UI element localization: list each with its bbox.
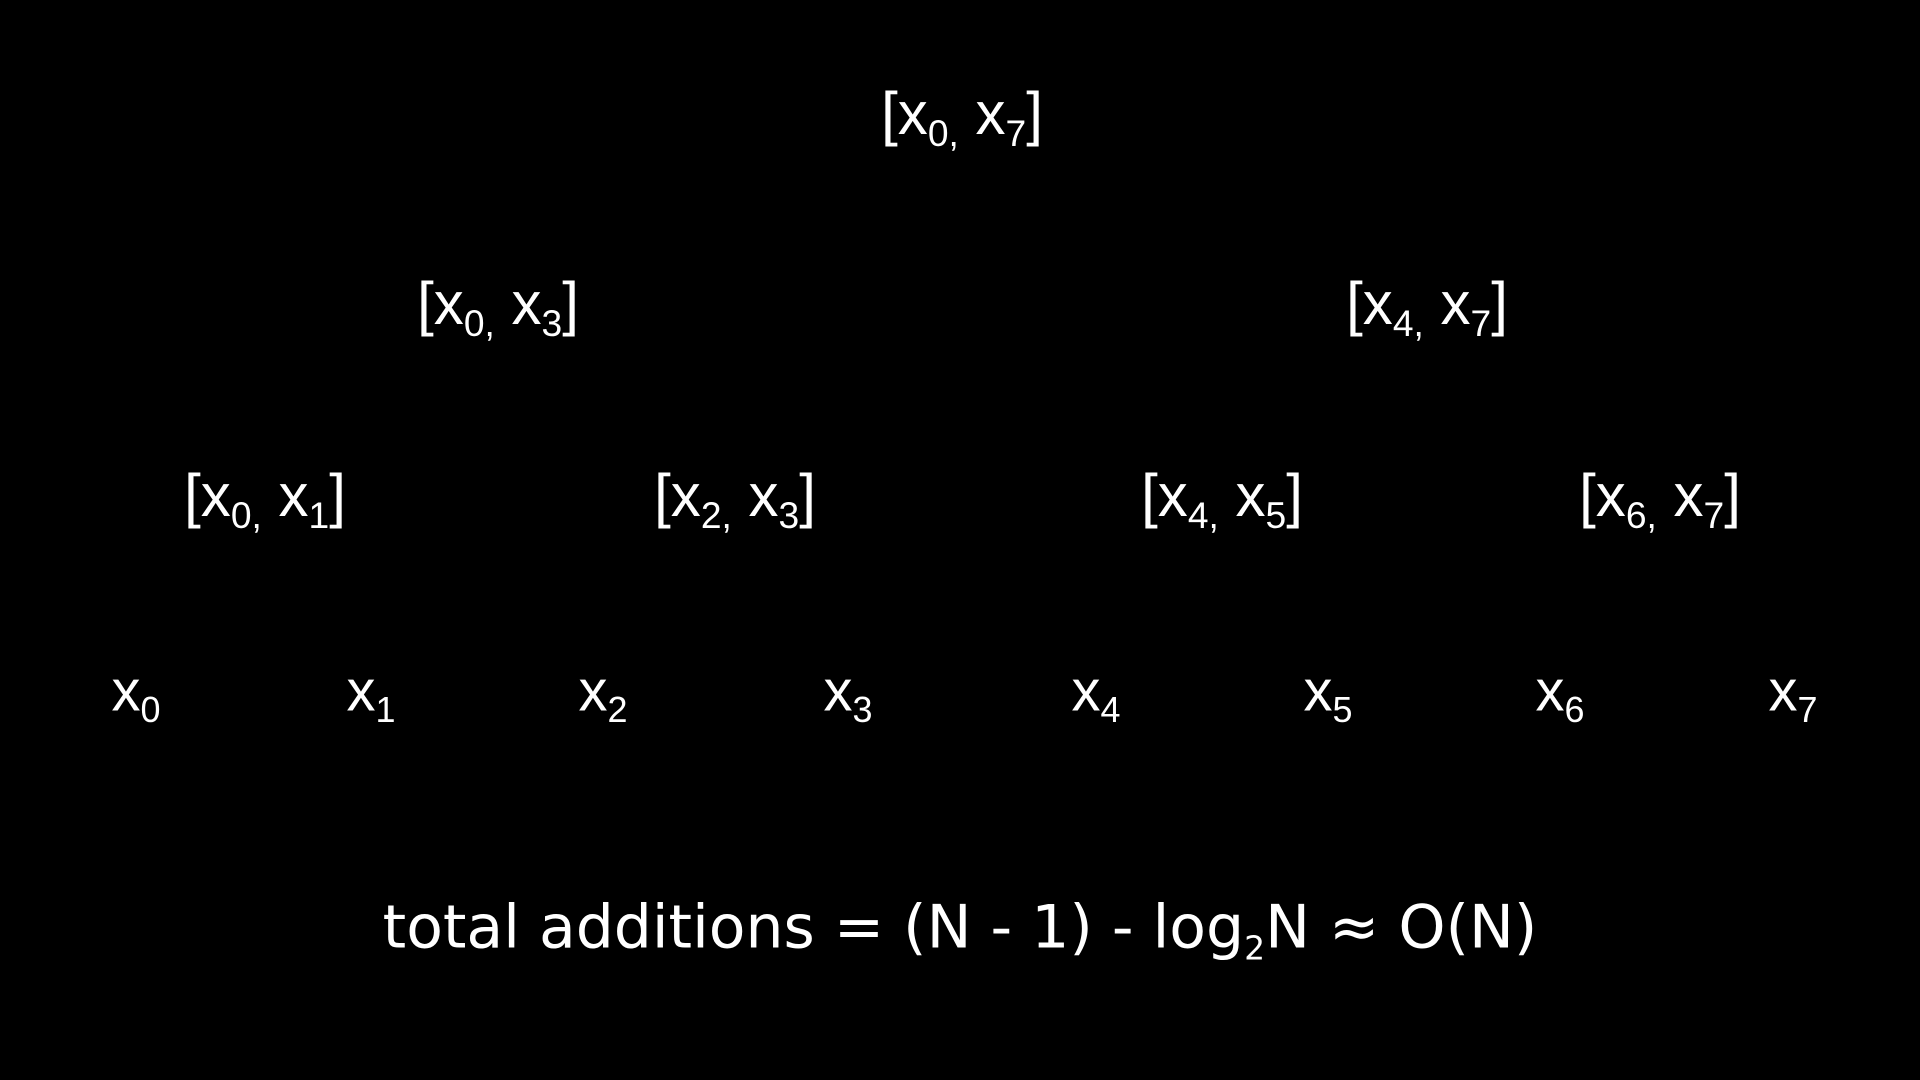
node-sub-a: 4, [1187, 493, 1219, 536]
complexity-formula: total additions = (N - 1) - log2N ≈ O(N) [383, 893, 1538, 968]
node-sub-b: 7 [1703, 493, 1725, 536]
leaf-sub: 1 [375, 688, 396, 730]
node-sub-b: 3 [541, 301, 563, 344]
node-mid: x [494, 269, 542, 337]
tree-level2-node-4: [x6, x7] [1579, 465, 1741, 536]
node-mid: x [261, 461, 309, 529]
tree-level2-node-1: [x0, x1] [184, 465, 346, 536]
node-mid: x [1218, 461, 1266, 529]
tree-leaf-6: x6 [1536, 662, 1585, 727]
node-open: [x [881, 79, 928, 147]
node-close: ] [329, 461, 346, 529]
leaf-sub: 4 [1100, 688, 1121, 730]
node-open: [x [417, 269, 464, 337]
leaf-sub: 2 [607, 688, 628, 730]
node-sub-a: 0, [927, 111, 959, 154]
node-close: ] [1026, 79, 1043, 147]
tree-level1-node-left: [x0, x3] [417, 273, 579, 344]
node-mid: x [1423, 269, 1471, 337]
leaf-base: x [111, 658, 141, 724]
tree-leaf-7: x7 [1769, 662, 1818, 727]
node-sub-a: 6, [1625, 493, 1657, 536]
leaf-base: x [1071, 658, 1101, 724]
node-mid: x [1656, 461, 1704, 529]
tree-level2-node-2: [x2, x3] [654, 465, 816, 536]
node-sub-b: 3 [778, 493, 800, 536]
leaf-sub: 7 [1797, 688, 1818, 730]
node-sub-a: 2, [700, 493, 732, 536]
node-mid: x [731, 461, 779, 529]
node-open: [x [184, 461, 231, 529]
leaf-base: x [1535, 658, 1565, 724]
node-open: [x [1141, 461, 1188, 529]
tree-leaf-0: x0 [112, 662, 161, 727]
tree-leaf-5: x5 [1304, 662, 1353, 727]
tree-leaf-1: x1 [347, 662, 396, 727]
leaf-sub: 0 [140, 688, 161, 730]
node-sub-b: 7 [1005, 111, 1027, 154]
leaf-sub: 3 [852, 688, 873, 730]
node-close: ] [1286, 461, 1303, 529]
leaf-base: x [823, 658, 853, 724]
tree-level1-node-right: [x4, x7] [1346, 273, 1508, 344]
leaf-sub: 6 [1564, 688, 1585, 730]
tree-leaf-4: x4 [1072, 662, 1121, 727]
node-sub-a: 0, [230, 493, 262, 536]
node-sub-b: 5 [1265, 493, 1287, 536]
node-open: [x [654, 461, 701, 529]
leaf-base: x [1303, 658, 1333, 724]
node-close: ] [562, 269, 579, 337]
leaf-sub: 5 [1332, 688, 1353, 730]
node-sub-a: 0, [463, 301, 495, 344]
tree-root-node: [x0, x7] [881, 83, 1043, 154]
node-close: ] [799, 461, 816, 529]
tree-leaf-3: x3 [824, 662, 873, 727]
node-sub-b: 1 [308, 493, 330, 536]
tree-level2-node-3: [x4, x5] [1141, 465, 1303, 536]
node-close: ] [1724, 461, 1741, 529]
node-open: [x [1579, 461, 1626, 529]
node-close: ] [1491, 269, 1508, 337]
formula-text-before: total additions = (N - 1) - log [382, 892, 1245, 963]
formula-log-base: 2 [1244, 928, 1266, 968]
formula-text-after: N ≈ O(N) [1265, 892, 1538, 963]
leaf-base: x [1768, 658, 1798, 724]
node-open: [x [1346, 269, 1393, 337]
leaf-base: x [346, 658, 376, 724]
node-sub-b: 7 [1470, 301, 1492, 344]
node-mid: x [958, 79, 1006, 147]
tree-leaf-2: x2 [579, 662, 628, 727]
node-sub-a: 4, [1392, 301, 1424, 344]
leaf-base: x [578, 658, 608, 724]
